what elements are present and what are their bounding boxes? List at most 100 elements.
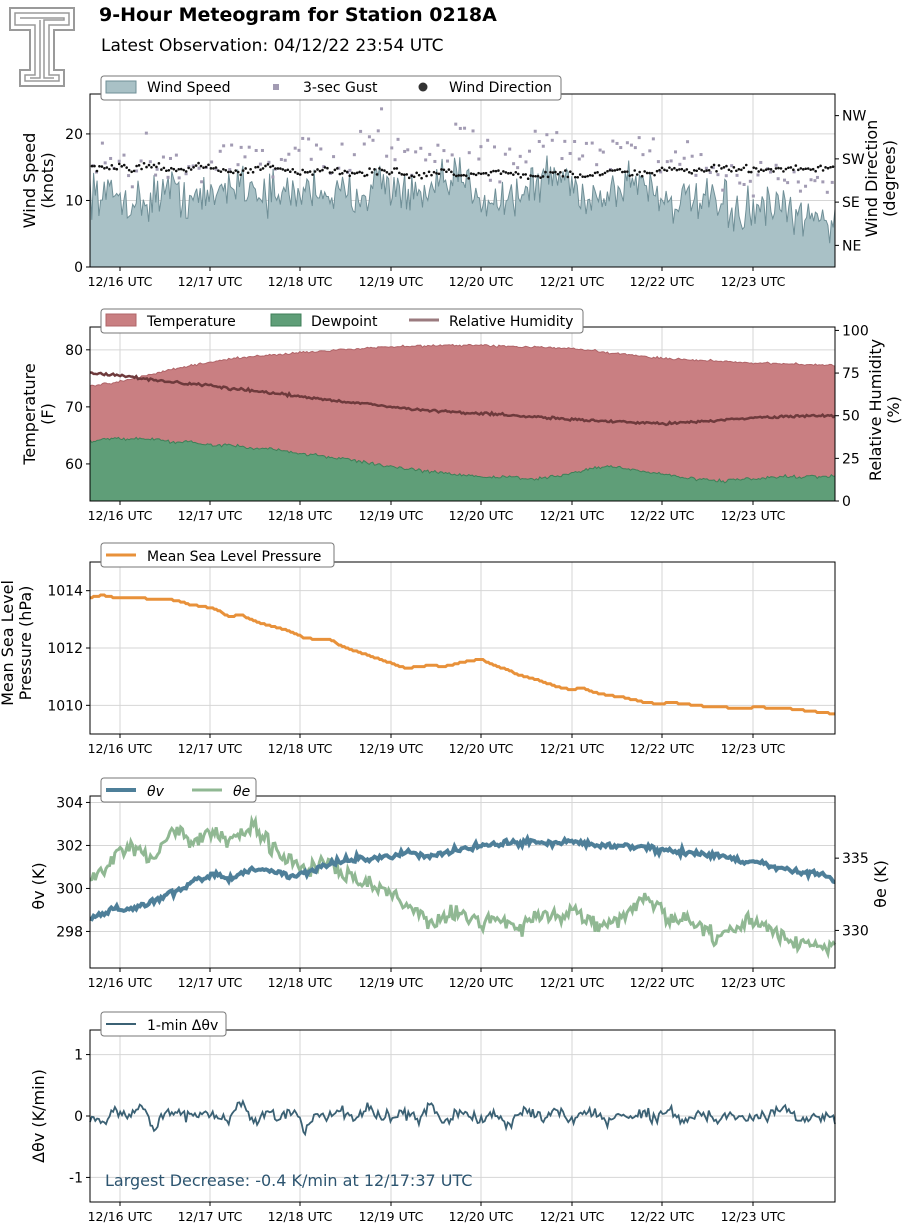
y-tick-label: 302	[56, 838, 83, 854]
x-tick-label: 12/18 UTC	[268, 741, 333, 756]
wind-direction-point	[665, 169, 669, 172]
wind-direction-point	[794, 164, 798, 167]
y-tick-label: 304	[56, 795, 83, 811]
gust-point	[560, 157, 564, 161]
wind-direction-point	[249, 167, 252, 171]
wind-direction-point	[749, 170, 753, 174]
gust-point	[424, 158, 428, 162]
wind-direction-point	[420, 176, 423, 180]
axis-label-line: Wind Direction	[862, 120, 881, 238]
y2-tick-label: 50	[842, 409, 860, 425]
wind-speed-area	[89, 155, 836, 268]
gust-point	[821, 180, 825, 184]
wind-direction-point	[130, 170, 133, 174]
gust-point	[279, 157, 283, 161]
wind-direction-point	[764, 168, 768, 171]
gust-point	[563, 139, 567, 143]
wind-direction-point	[338, 172, 342, 176]
wind-direction-point	[571, 172, 575, 176]
gust-point	[428, 152, 432, 156]
wind-direction-point	[174, 169, 178, 173]
gust-point	[385, 154, 389, 158]
axis-label-line: Relative Humidity	[866, 339, 885, 481]
x-tick-label: 12/23 UTC	[721, 1209, 786, 1224]
legend-swatch-direction	[418, 82, 428, 92]
wind-direction-point	[125, 166, 128, 169]
wind-direction-point	[529, 174, 532, 177]
wind-direction-point	[732, 166, 736, 169]
gust-point	[450, 153, 454, 157]
gust-point	[581, 154, 585, 158]
wind-direction-point	[504, 171, 508, 174]
wind-direction-point	[705, 169, 708, 172]
gust-point	[783, 178, 787, 182]
gust-point	[463, 126, 467, 130]
x-tick-label: 12/22 UTC	[630, 975, 695, 990]
x-tick-label: 12/16 UTC	[88, 274, 153, 289]
wind-direction-point	[744, 163, 748, 167]
axis-label-line: Δθv (K/min)	[29, 1069, 48, 1163]
wind-direction-point	[809, 168, 812, 171]
wind-direction-point	[521, 173, 525, 176]
gust-point	[545, 133, 549, 137]
wind-direction-point	[519, 176, 523, 179]
wind-direction-point	[512, 173, 515, 176]
wind-direction-point	[122, 163, 126, 167]
y-axis-label: Mean Sea LevelPressure (hPa)	[0, 580, 35, 706]
gust-point	[414, 150, 418, 154]
wind-direction-point	[526, 177, 530, 180]
gust-point	[367, 135, 371, 139]
wind-direction-point	[402, 173, 406, 176]
axis-label-line: θe (K)	[871, 860, 890, 908]
wind-direction-point	[199, 164, 203, 168]
wind-direction-point	[554, 170, 557, 174]
gust-point	[648, 149, 652, 153]
gust-point	[735, 173, 739, 177]
gust-point	[528, 149, 532, 153]
wind-direction-point	[516, 172, 520, 176]
wind-direction-point	[370, 171, 374, 174]
wind-direction-point	[385, 170, 389, 174]
wind-direction-point	[170, 166, 173, 170]
wind-direction-point	[400, 173, 404, 176]
legend-box	[100, 308, 584, 334]
gust-point	[191, 164, 195, 168]
wind-direction-point	[603, 171, 607, 175]
wind-direction-point	[152, 163, 156, 167]
x-tick-label: 12/18 UTC	[268, 1209, 333, 1224]
wind-direction-point	[363, 174, 366, 178]
y-tick-label: 20	[65, 127, 83, 143]
axis-label-line: (degrees)	[880, 140, 899, 217]
wind-direction-point	[670, 168, 674, 171]
wind-direction-point	[658, 168, 661, 172]
wind-direction-point	[120, 165, 124, 168]
wind-direction-point	[103, 166, 106, 170]
wind-direction-point	[318, 169, 322, 173]
gust-point	[577, 157, 581, 161]
gust-point	[637, 136, 641, 140]
legend	[100, 308, 584, 334]
gust-point	[314, 143, 318, 147]
wind-direction-point	[189, 168, 193, 171]
gust-point	[376, 129, 380, 133]
wind-direction-point	[155, 165, 158, 169]
wind-direction-point	[264, 164, 267, 168]
wind-direction-point	[214, 166, 218, 169]
y2-tick-label: 100	[842, 323, 869, 339]
gust-point	[103, 161, 107, 165]
legend-swatch-gust	[273, 84, 279, 90]
legend-swatch-dewpoint	[270, 313, 302, 327]
gust-point	[769, 170, 773, 174]
gust-point	[730, 164, 734, 168]
wind-direction-point	[469, 172, 473, 175]
gust-point	[699, 153, 703, 157]
gust-point	[656, 160, 660, 164]
wind-direction-point	[375, 173, 379, 176]
gust-point	[419, 146, 423, 150]
wind-direction-point	[772, 170, 775, 173]
wind-direction-point	[162, 166, 166, 170]
gust-point	[184, 172, 188, 176]
legend-label: Wind Speed	[147, 80, 231, 96]
wind-direction-point	[435, 171, 438, 175]
wind-direction-point	[626, 170, 629, 173]
